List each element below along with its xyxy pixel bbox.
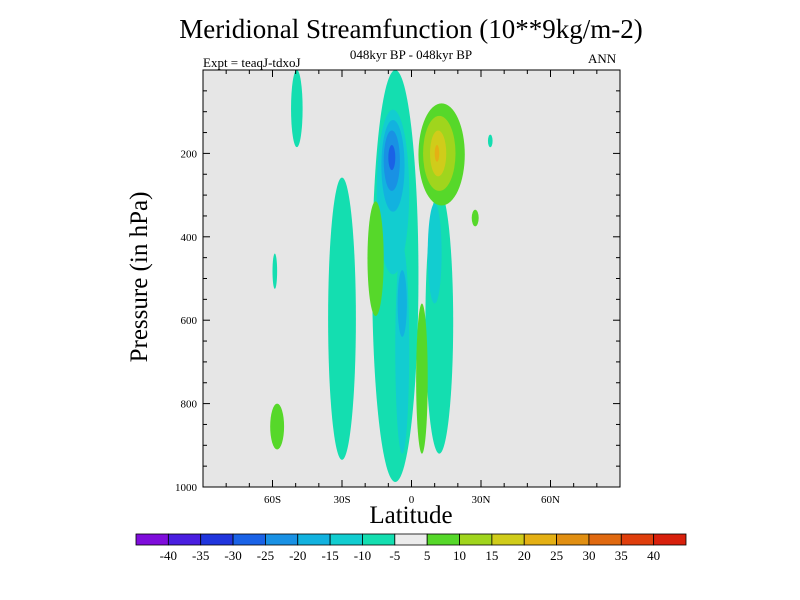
colorbar-label: 5	[424, 548, 431, 563]
colorbar-label: -30	[224, 548, 241, 563]
contour-region-2	[328, 177, 356, 460]
contour-region-13	[416, 303, 428, 454]
y-tick-label: 200	[181, 148, 198, 160]
contour-region-20	[471, 209, 479, 227]
colorbar-box-9	[394, 533, 428, 546]
colorbar-box-7	[329, 533, 363, 546]
colorbar-label: -25	[257, 548, 274, 563]
colorbar-label: 15	[485, 548, 498, 563]
y-tick-label: 400	[181, 232, 198, 244]
x-axis-label: Latitude	[369, 502, 453, 529]
contour-region-11	[427, 203, 442, 304]
colorbar-box-13	[523, 533, 557, 546]
colorbar-box-5	[265, 533, 299, 546]
colorbar-label: -5	[389, 548, 400, 563]
colorbar-box-16	[620, 533, 655, 546]
colorbar-box-3	[200, 533, 234, 546]
colorbar-box-15	[588, 533, 622, 546]
x-tick-label: 60N	[541, 494, 560, 506]
contour-region-21	[487, 134, 493, 148]
colorbar: -40 -35 -30 -25 -20 -15 -10 -5 5 10 15 20 25 30 35 40	[135, 533, 687, 563]
colorbar-box-14	[556, 533, 590, 546]
x-tick-label: 60S	[264, 494, 281, 506]
contour-region-9	[397, 270, 407, 337]
colorbar-box-2	[167, 533, 202, 546]
contour-region-12	[367, 201, 384, 317]
colorbar-label: 25	[550, 548, 563, 563]
colorbar-label: -15	[321, 548, 338, 563]
contour-region-7	[388, 145, 396, 171]
y-tick-label: 1000	[175, 482, 198, 494]
colorbar-label: 20	[518, 548, 531, 563]
colorbar-box-6	[297, 533, 331, 546]
chart-title: Meridional Streamfunction (10**9kg/m-2)	[179, 14, 643, 44]
contour-region-19	[434, 145, 440, 162]
colorbar-box-10	[426, 533, 460, 546]
experiment-label: Expt = teaqJ-tdxoJ	[203, 55, 301, 70]
colorbar-box-11	[459, 533, 493, 546]
colorbar-box-4	[232, 533, 266, 546]
chart-subtitle: 048kyr BP - 048kyr BP	[349, 47, 473, 62]
colorbar-label: -10	[354, 548, 371, 563]
colorbar-box-17	[653, 533, 687, 546]
colorbar-label: 30	[582, 548, 595, 563]
y-tick-label: 600	[181, 315, 198, 327]
colorbar-label: 35	[615, 548, 628, 563]
y-tick-label: 800	[181, 399, 198, 411]
colorbar-box-12	[491, 533, 525, 546]
colorbar-box-8	[362, 533, 396, 546]
contour-fills	[270, 70, 493, 482]
colorbar-label: 40	[647, 548, 660, 563]
colorbar-label: -35	[192, 548, 209, 563]
axis-ticks: 60S 30S 0 30N 60N 200 400 600 800 1000	[175, 69, 621, 506]
colorbar-label: -40	[160, 548, 177, 563]
colorbar-label: 10	[453, 548, 466, 563]
colorbar-label: -20	[289, 548, 306, 563]
contour-region-14	[270, 403, 285, 450]
contour-region-1	[291, 70, 303, 148]
season-label: ANN	[588, 51, 617, 66]
x-tick-label: 30N	[472, 494, 491, 506]
contour-region-15	[272, 253, 278, 289]
x-tick-label: 0	[409, 494, 415, 506]
x-tick-label: 30S	[333, 494, 350, 506]
colorbar-box-1	[135, 533, 169, 546]
